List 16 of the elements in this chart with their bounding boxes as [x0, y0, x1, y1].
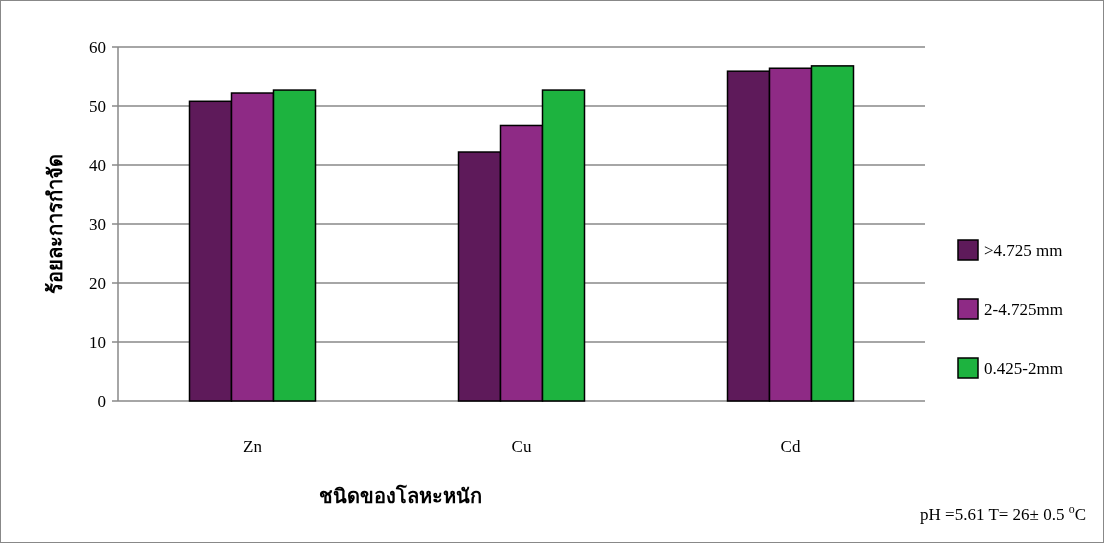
x-tick-label: Cu [511, 437, 532, 456]
legend-label: >4.725 mm [984, 241, 1063, 260]
text: pH =5.61 T= 26± 0.5 $^{o}$C [920, 502, 1086, 524]
y-axis-title: ร้อยละการกำจัด [44, 154, 66, 294]
x-axis-title: ชนิดของโลหะหนัก [318, 484, 482, 507]
x-tick-label: Cd [780, 437, 801, 456]
x-tick-label: Zn [243, 437, 263, 456]
y-tick-label: 0 [97, 392, 106, 411]
y-tick-label: 10 [89, 333, 106, 352]
y-tick-label: 30 [89, 215, 106, 234]
y-tick-label: 20 [89, 274, 106, 293]
y-tick-label: 50 [89, 97, 106, 116]
legend-label: 0.425-2mm [984, 359, 1063, 378]
y-tick-label: 40 [89, 156, 106, 175]
y-tick-label: 60 [89, 38, 106, 57]
legend-label: 2-4.725mm [984, 300, 1063, 319]
